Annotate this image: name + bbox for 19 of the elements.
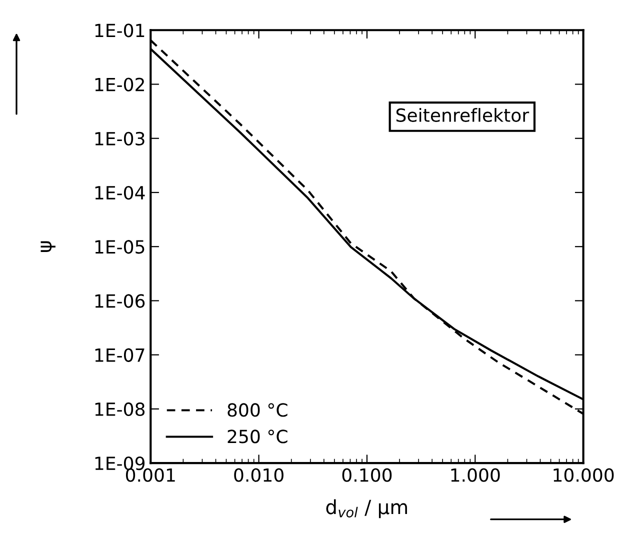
y-tick-label: 1E-08 bbox=[95, 402, 145, 416]
legend-label: 250 °C bbox=[228, 430, 288, 444]
x-tick-label: 1.000 bbox=[451, 468, 500, 482]
x-axis-title: d$_{vol}$ / µm bbox=[326, 499, 407, 518]
y-tick-label: 1E-02 bbox=[95, 78, 144, 92]
y-tick-label: 1E-09 bbox=[95, 456, 145, 470]
y-tick-label: 1E-05 bbox=[95, 240, 144, 254]
x-tick-label: 10.000 bbox=[554, 468, 614, 482]
y-tick-label: 1E-07 bbox=[95, 348, 144, 362]
legend-label: 800 °C bbox=[228, 403, 288, 417]
y-tick-label: 1E-06 bbox=[95, 294, 145, 308]
x-tick-label: 0.100 bbox=[342, 468, 392, 482]
x-tick-label: 0.001 bbox=[126, 468, 175, 482]
y-tick-label: 1E-03 bbox=[95, 132, 144, 146]
x-tick-label: 0.010 bbox=[234, 468, 284, 482]
annotation: Seitenreflektor bbox=[396, 108, 530, 122]
y-tick-label: 1E-04 bbox=[95, 186, 145, 200]
y-tick-label: 1E-01 bbox=[95, 24, 144, 38]
y-axis-title: ψ bbox=[40, 241, 56, 252]
